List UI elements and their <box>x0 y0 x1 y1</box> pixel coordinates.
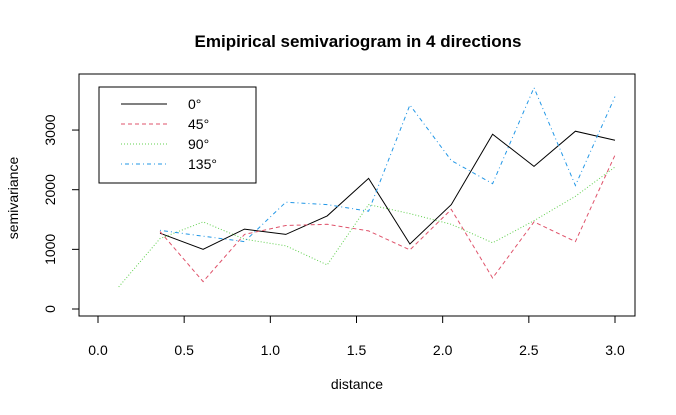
series-line-3 <box>159 86 616 243</box>
x-tick-label: 0.5 <box>174 342 194 358</box>
y-tick-label: 1000 <box>42 234 58 265</box>
y-tick-label: 0 <box>42 305 58 313</box>
x-axis: 0.0 0.5 1.0 1.5 2.0 2.5 3.0 <box>88 315 625 358</box>
series-line-0 <box>159 130 616 250</box>
legend: 0° 45° 90° 135° <box>98 86 257 184</box>
chart-title: Emipirical semivariogram in 4 directions <box>195 32 522 51</box>
x-tick-label: 2.5 <box>519 342 539 358</box>
plot-area <box>78 73 636 317</box>
y-tick-label: 2000 <box>42 174 58 205</box>
legend-label: 0° <box>188 96 201 112</box>
legend-label: 90° <box>188 136 209 152</box>
y-axis-label: semivariance <box>5 157 21 240</box>
legend-label: 135° <box>188 156 217 172</box>
y-axis: 0 1000 2000 3000 <box>42 114 80 313</box>
series-lines <box>118 86 616 288</box>
x-tick-label: 2.0 <box>433 342 453 358</box>
x-tick-label: 3.0 <box>605 342 625 358</box>
legend-label: 45° <box>188 116 209 132</box>
legend-box <box>98 86 257 184</box>
x-tick-label: 0.0 <box>88 342 108 358</box>
x-axis-label: distance <box>331 376 383 392</box>
series-line-1 <box>159 154 616 283</box>
x-tick-label: 1.5 <box>347 342 367 358</box>
series-line-2 <box>118 166 616 288</box>
y-tick-label: 3000 <box>42 114 58 145</box>
x-tick-label: 1.0 <box>261 342 281 358</box>
